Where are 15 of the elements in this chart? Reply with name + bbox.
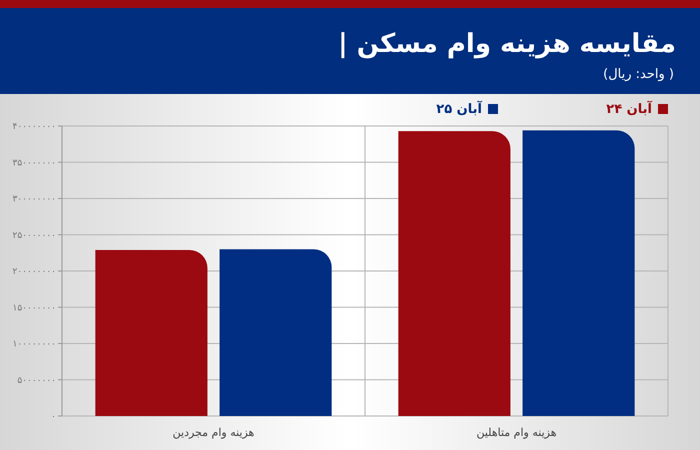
x-tick-label: هزینه وام مجردین	[172, 426, 255, 439]
chart-title: | مقایسه هزینه وام مسکن	[338, 29, 676, 59]
y-tick-label: ۴۰۰۰۰۰۰۰۰	[12, 122, 56, 132]
y-tick-label: ۱۵۰۰۰۰۰۰۰	[12, 303, 56, 314]
y-tick-label: ۱۰۰۰۰۰۰۰۰	[12, 340, 56, 350]
chart-subtitle: (واحد: ریال )	[603, 67, 674, 82]
y-tick-label: ۰	[51, 412, 56, 422]
y-tick-label: ۳۵۰۰۰۰۰۰۰	[12, 158, 56, 168]
legend-label: ۲۴ آبان	[606, 100, 653, 117]
y-tick-label: ۲۵۰۰۰۰۰۰۰	[12, 230, 56, 241]
legend-label: ۲۵ آبان	[436, 100, 483, 117]
y-tick-label: ۳۰۰۰۰۰۰۰۰	[12, 194, 56, 205]
y-tick-label: ۵۰۰۰۰۰۰۰	[17, 376, 56, 386]
x-tick-label: هزینه وام متاهلین	[476, 426, 557, 439]
y-tick-label: ۲۰۰۰۰۰۰۰۰	[12, 267, 56, 278]
